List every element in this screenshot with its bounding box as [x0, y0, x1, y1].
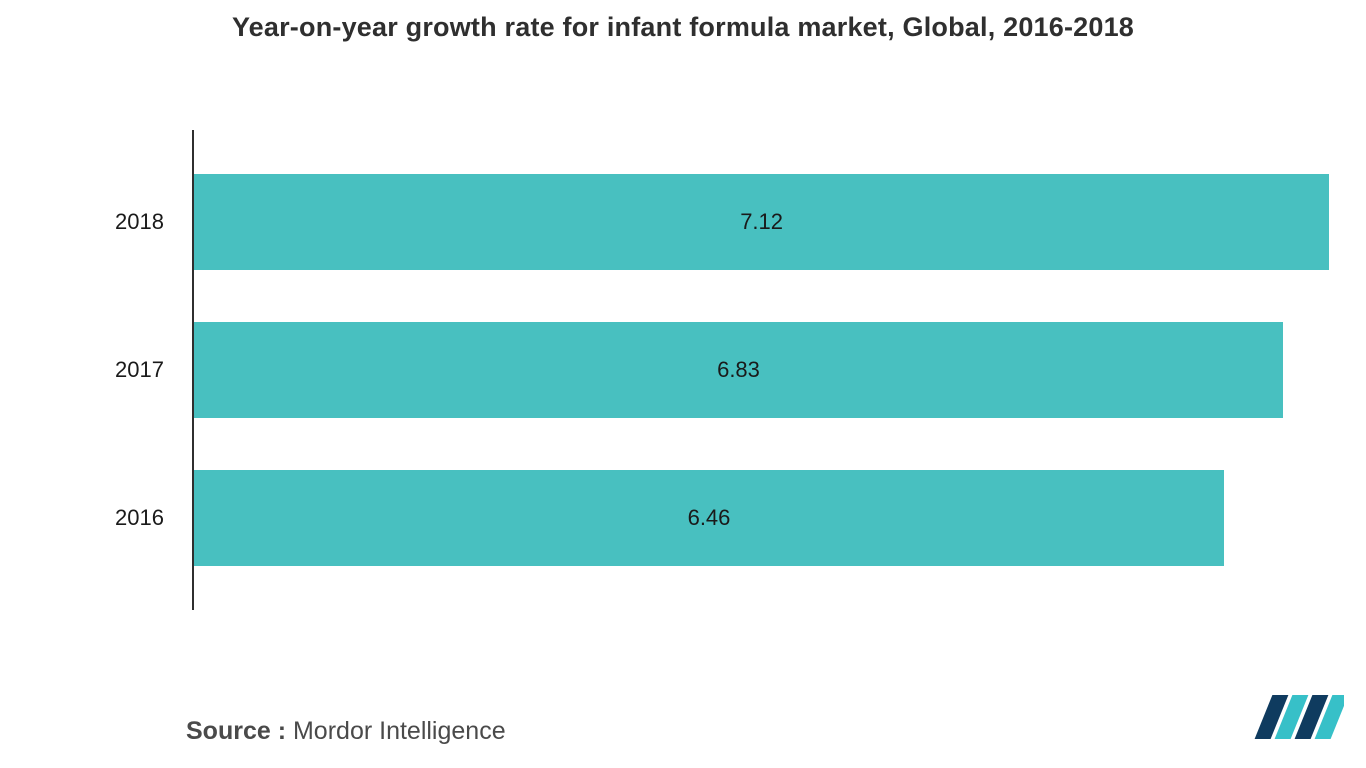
y-tick-label: 2018 — [115, 209, 192, 235]
bar: 6.83 — [194, 322, 1283, 418]
bar: 6.46 — [194, 470, 1224, 566]
chart-title: Year-on-year growth rate for infant form… — [0, 12, 1366, 43]
source-text: Mordor Intelligence — [293, 717, 506, 745]
mordor-logo-icon — [1252, 691, 1344, 748]
source-label: Source : — [186, 717, 286, 745]
y-tick-label: 2016 — [115, 505, 192, 531]
chart-canvas: Year-on-year growth rate for infant form… — [0, 0, 1366, 768]
mordor-logo-svg — [1252, 691, 1344, 743]
bar-value-label: 7.12 — [740, 209, 783, 235]
bar: 7.12 — [194, 174, 1329, 270]
y-tick-label: 2017 — [115, 357, 192, 383]
bar-value-label: 6.46 — [688, 505, 731, 531]
plot-area: 20187.1220176.8320166.46 — [192, 130, 1342, 610]
bar-value-label: 6.83 — [717, 357, 760, 383]
source-attribution: Source : Mordor Intelligence — [186, 717, 506, 746]
